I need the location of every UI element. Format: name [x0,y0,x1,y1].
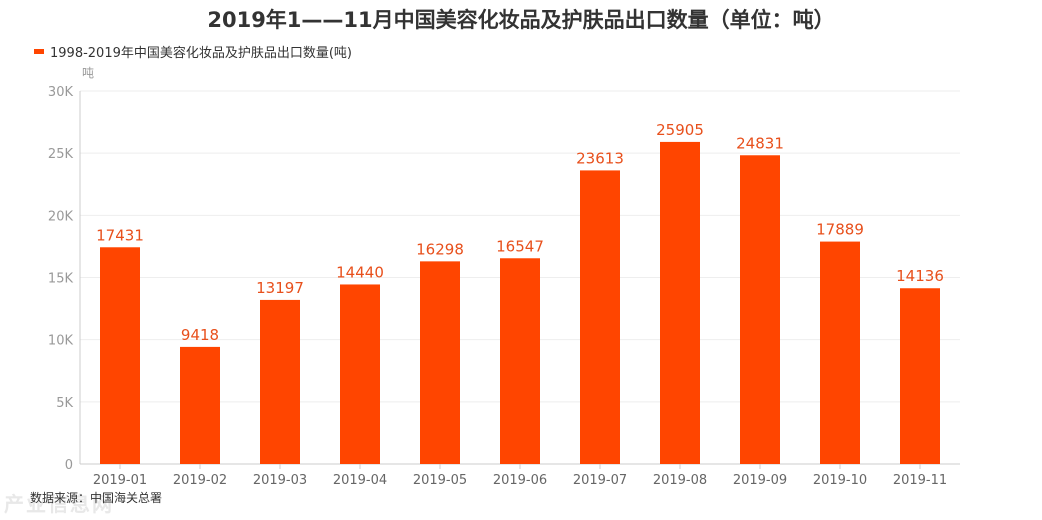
y-tick-label: 15K [48,272,74,287]
bar-value-label: 23613 [576,149,624,167]
bar[interactable] [260,299,300,464]
y-tick-label: 5K [56,396,73,411]
x-tick-label: 2019-06 [493,473,547,488]
y-tick-label: 30K [48,85,74,100]
x-tick-label: 2019-05 [413,473,467,488]
y-tick-label: 10K [48,334,74,349]
bar[interactable] [820,241,860,464]
bar-value-label: 25905 [656,121,704,139]
x-tick-label: 2019-01 [93,473,147,488]
x-tick-label: 2019-10 [813,473,867,488]
bar[interactable] [340,284,380,464]
x-tick-label: 2019-09 [733,473,787,488]
y-axis-unit-label: 吨 [82,66,95,80]
x-tick-label: 2019-02 [173,473,227,488]
y-tick-label: 0 [65,458,73,473]
bar-value-label: 16547 [496,237,544,255]
watermark: 产业信息网 [4,492,114,516]
x-tick-label: 2019-04 [333,473,387,488]
bar-value-label: 24831 [736,134,784,152]
source-note: 数据来源：中国海关总署 [30,491,163,505]
bar[interactable] [100,247,140,464]
bar[interactable] [580,170,620,465]
legend-swatch [34,49,44,54]
x-tick-label: 2019-08 [653,473,707,488]
bar-value-label: 14136 [896,267,944,285]
bar-value-label: 14440 [336,263,384,281]
bar-value-label: 13197 [256,279,304,297]
y-tick-label: 25K [48,147,74,162]
bar[interactable] [180,346,220,464]
x-tick-label: 2019-03 [253,473,307,488]
bar[interactable] [420,261,460,464]
bar[interactable] [660,141,700,465]
x-tick-label: 2019-11 [893,473,947,488]
legend-label: 1998-2019年中国美容化妆品及护肤品出口数量(吨) [50,46,353,61]
bar-value-label: 9418 [181,326,219,344]
bar-value-label: 16298 [416,240,464,258]
y-tick-label: 20K [48,209,74,224]
chart-title: 2019年1——11月中国美容化妆品及护肤品出口数量（单位：吨） [207,8,835,32]
bar[interactable] [900,288,940,464]
bar[interactable] [740,155,780,465]
legend[interactable]: 1998-2019年中国美容化妆品及护肤品出口数量(吨) [34,42,352,61]
bar-value-label: 17431 [96,226,144,244]
bar-value-label: 17889 [816,221,864,239]
x-tick-label: 2019-07 [573,473,627,488]
bar[interactable] [500,258,540,464]
